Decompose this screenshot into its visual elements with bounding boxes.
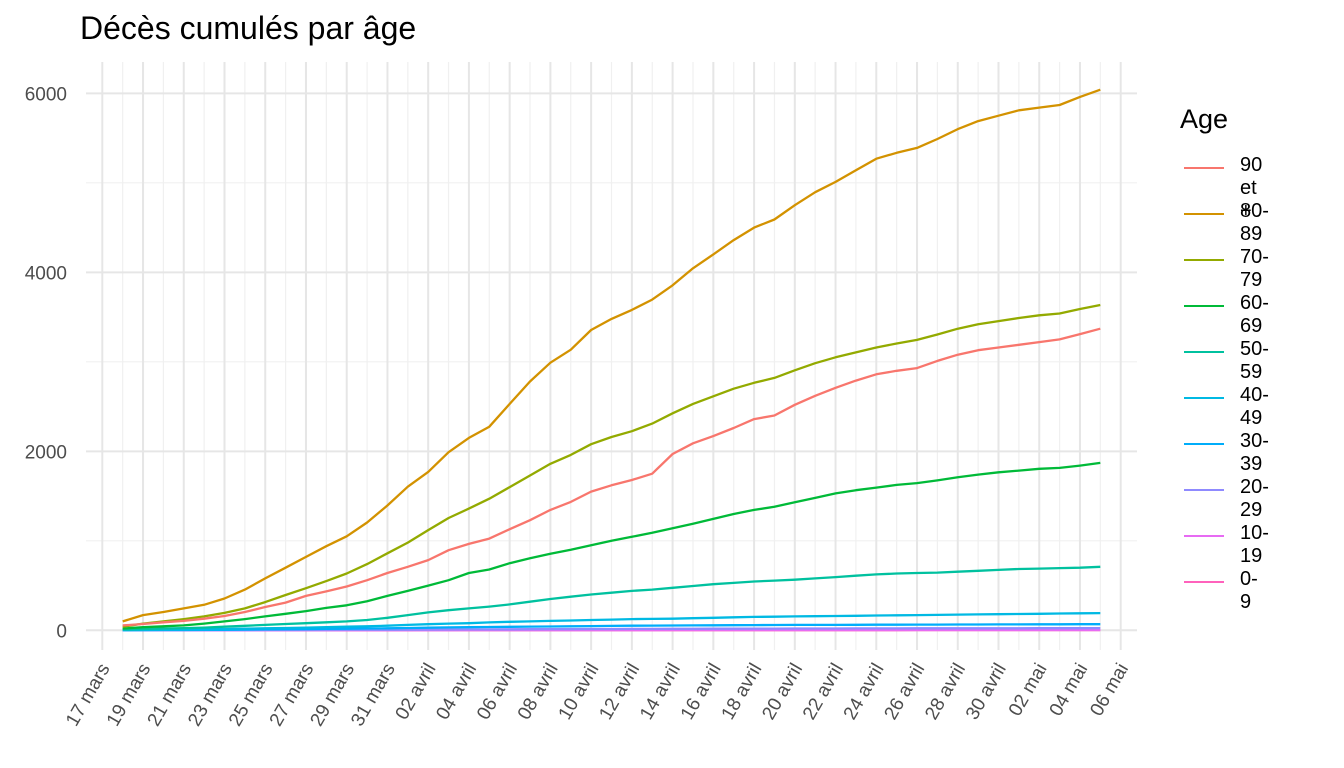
legend-swatch <box>1184 351 1224 353</box>
legend-label: 10-19 <box>1240 522 1269 567</box>
y-tick-label: 6000 <box>25 84 67 105</box>
y-tick-label: 0 <box>56 621 67 642</box>
legend-label: 90 et + <box>1240 154 1263 222</box>
legend-label: 30-39 <box>1240 430 1269 475</box>
legend-item: 80-89 <box>1180 199 1269 245</box>
legend-label: 0-9 <box>1240 568 1258 613</box>
series-line <box>122 327 1101 627</box>
legend-item: 50-59 <box>1180 337 1269 383</box>
y-axis: 0 2000 4000 6000 <box>25 84 67 642</box>
legend-item: 20-29 <box>1180 475 1269 521</box>
legend-item: 10-19 <box>1180 521 1269 567</box>
series-line <box>122 611 1101 632</box>
legend-swatch <box>1184 581 1224 583</box>
legend-item: 60-69 <box>1180 291 1269 337</box>
legend-label: 60-69 <box>1240 292 1269 337</box>
x-tick-label: 04 mai <box>1046 660 1093 720</box>
x-tick-label: 02 mai <box>1005 660 1052 720</box>
legend-label: 50-59 <box>1240 338 1269 383</box>
legend-swatch <box>1184 213 1224 215</box>
y-tick-label: 2000 <box>25 442 67 463</box>
legend-swatch <box>1184 167 1224 169</box>
legend: Age 90 et +80-89 70-79 60-69 50-59 40-49 30-3… <box>1180 104 1269 613</box>
series-line <box>122 88 1101 623</box>
legend-label: 20-29 <box>1240 476 1269 521</box>
legend-title: Age <box>1180 104 1229 134</box>
series-lines <box>122 88 1101 632</box>
legend-item: 70-79 <box>1180 245 1269 291</box>
series-line <box>122 461 1101 630</box>
series-line <box>122 303 1101 628</box>
legend-item: 0-9 <box>1180 567 1258 613</box>
legend-swatch <box>1184 397 1224 399</box>
series-line <box>122 623 1101 632</box>
legend-swatch <box>1184 489 1224 491</box>
legend-swatch <box>1184 305 1224 307</box>
legend-label: 80-89 <box>1240 200 1269 245</box>
legend-label: 40-49 <box>1240 384 1269 429</box>
legend-item: 90 et + <box>1180 153 1262 222</box>
x-tick-label: 06 mai <box>1086 660 1133 720</box>
x-tick-label: 30 avril <box>962 660 1011 724</box>
chart-title: Décès cumulés par âge <box>80 10 417 46</box>
legend-swatch <box>1184 443 1224 445</box>
legend-label: 70-79 <box>1240 246 1269 291</box>
series-line <box>122 565 1101 631</box>
legend-items: 90 et +80-89 70-79 60-69 50-59 40-49 30-39 20-… <box>1180 153 1269 613</box>
legend-swatch <box>1184 259 1224 261</box>
legend-item: 40-49 <box>1180 383 1269 429</box>
y-tick-label: 4000 <box>25 263 67 284</box>
legend-item: 30-39 <box>1180 429 1269 475</box>
grid-lines <box>86 62 1137 650</box>
legend-swatch <box>1184 535 1224 537</box>
